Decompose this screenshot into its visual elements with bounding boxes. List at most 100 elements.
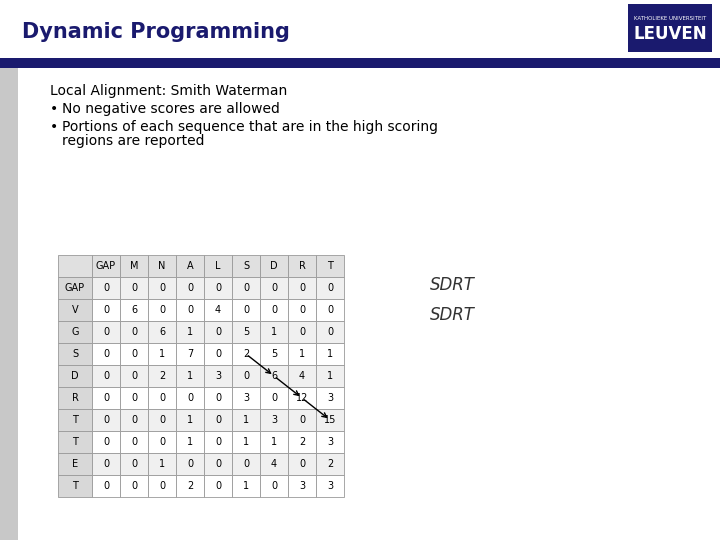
Bar (316, 409, 344, 431)
Text: SDRT: SDRT (430, 306, 475, 324)
Text: •: • (50, 120, 58, 134)
Text: 0: 0 (103, 283, 109, 293)
Bar (176, 409, 204, 431)
Text: 0: 0 (159, 415, 165, 425)
Text: T: T (72, 415, 78, 425)
Bar (58, 277, 92, 299)
Bar (92, 431, 120, 453)
Bar (232, 475, 260, 497)
Bar (232, 277, 260, 299)
Text: 0: 0 (103, 481, 109, 491)
Text: 0: 0 (159, 393, 165, 403)
Bar (288, 255, 316, 277)
Text: E: E (72, 459, 78, 469)
Bar (58, 453, 92, 475)
Bar (204, 277, 232, 299)
Text: Portions of each sequence that are in the high scoring: Portions of each sequence that are in th… (62, 120, 438, 134)
Bar (58, 343, 92, 365)
Bar (148, 277, 176, 299)
Bar (316, 343, 344, 365)
Bar (288, 431, 316, 453)
Text: 5: 5 (271, 349, 277, 359)
Bar (92, 453, 120, 475)
Bar (92, 299, 120, 321)
Bar (232, 453, 260, 475)
Bar (260, 343, 288, 365)
Bar (92, 387, 120, 409)
Bar (92, 409, 120, 431)
Bar (120, 299, 148, 321)
Text: SDRT: SDRT (430, 276, 475, 294)
Text: 0: 0 (327, 283, 333, 293)
Text: N: N (158, 261, 166, 271)
Text: 0: 0 (131, 415, 137, 425)
Text: 3: 3 (299, 481, 305, 491)
Text: 1: 1 (271, 437, 277, 447)
Bar (316, 365, 344, 387)
Text: S: S (72, 349, 78, 359)
Text: 0: 0 (131, 283, 137, 293)
Text: 0: 0 (187, 283, 193, 293)
Bar (0, 58, 720, 68)
Text: 0: 0 (159, 481, 165, 491)
Text: 0: 0 (131, 481, 137, 491)
Bar (176, 387, 204, 409)
Text: S: S (243, 261, 249, 271)
Text: 0: 0 (103, 305, 109, 315)
Text: 0: 0 (243, 283, 249, 293)
Text: 1: 1 (327, 349, 333, 359)
Bar (316, 321, 344, 343)
Bar (260, 365, 288, 387)
Text: 6: 6 (159, 327, 165, 337)
Bar (148, 299, 176, 321)
Bar (288, 299, 316, 321)
Bar (176, 365, 204, 387)
Bar (148, 343, 176, 365)
Bar (204, 409, 232, 431)
Bar (204, 431, 232, 453)
Text: 0: 0 (215, 459, 221, 469)
Text: G: G (71, 327, 78, 337)
Text: 0: 0 (103, 415, 109, 425)
Bar (120, 475, 148, 497)
Text: 0: 0 (159, 305, 165, 315)
Bar (260, 475, 288, 497)
Text: 3: 3 (327, 393, 333, 403)
Bar (92, 277, 120, 299)
Bar (232, 321, 260, 343)
Text: T: T (327, 261, 333, 271)
Bar (232, 299, 260, 321)
Text: 4: 4 (215, 305, 221, 315)
Text: 4: 4 (299, 371, 305, 381)
Text: A: A (186, 261, 193, 271)
Text: 6: 6 (271, 371, 277, 381)
Bar (120, 453, 148, 475)
Text: 0: 0 (243, 371, 249, 381)
Text: 0: 0 (299, 459, 305, 469)
Bar (176, 277, 204, 299)
Text: 0: 0 (243, 305, 249, 315)
Bar (288, 409, 316, 431)
Bar (148, 255, 176, 277)
Text: 0: 0 (187, 393, 193, 403)
Bar (288, 475, 316, 497)
Bar (58, 475, 92, 497)
Bar (176, 453, 204, 475)
Text: 0: 0 (103, 393, 109, 403)
Text: 0: 0 (327, 327, 333, 337)
Text: 0: 0 (131, 327, 137, 337)
Bar (148, 409, 176, 431)
Text: 1: 1 (243, 481, 249, 491)
Text: 0: 0 (271, 393, 277, 403)
Bar (120, 409, 148, 431)
Bar (316, 299, 344, 321)
Bar (176, 321, 204, 343)
Text: 0: 0 (215, 327, 221, 337)
Bar (58, 387, 92, 409)
Text: 3: 3 (243, 393, 249, 403)
Text: 0: 0 (131, 349, 137, 359)
Text: 0: 0 (187, 305, 193, 315)
Text: 0: 0 (271, 481, 277, 491)
Bar (288, 321, 316, 343)
Text: M: M (130, 261, 138, 271)
